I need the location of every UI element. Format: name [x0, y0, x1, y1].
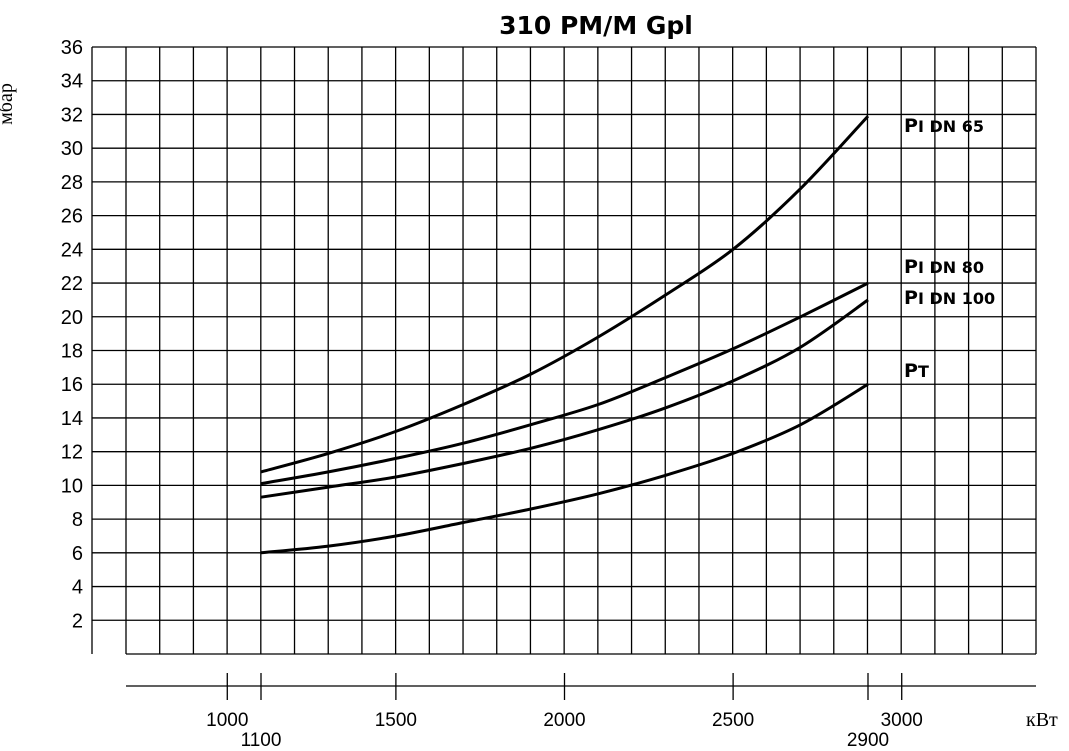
series-label-1: PI DN 80: [904, 256, 984, 278]
y-tick-label: 26: [61, 206, 83, 228]
y-tick-label: 2: [72, 610, 83, 632]
y-tick-label: 4: [72, 577, 83, 599]
x-tick-label: 3000: [881, 710, 923, 731]
y-tick-label: 10: [61, 475, 83, 497]
x-tick-label: 2500: [712, 710, 754, 731]
grid: [125, 46, 1037, 655]
y-tick-label: 36: [61, 37, 83, 59]
x-tick-label: 2000: [543, 710, 585, 731]
x-axis-label: кВт: [1026, 709, 1058, 731]
x-tick-label: 1100: [241, 730, 282, 751]
y-tick-label: 20: [61, 307, 83, 329]
series-line-3: [260, 382, 869, 555]
series-line-0: [260, 115, 870, 474]
y-tick-label: 16: [61, 374, 83, 396]
series-line-2: [260, 298, 869, 499]
y-tick-label: 18: [61, 341, 83, 363]
y-tick-label: 8: [72, 509, 83, 531]
y-tick-label: 30: [61, 138, 83, 160]
y-tick-label: 22: [61, 273, 83, 295]
chart-title: 310 PM/M Gpl: [499, 11, 693, 40]
y-axis-label: мбар: [0, 83, 17, 125]
x-tick-label: 1000: [206, 710, 248, 731]
y-tick-label: 28: [61, 172, 83, 194]
x-tick-label: 2900: [847, 730, 889, 751]
y-tick-label: 6: [72, 543, 83, 565]
x-tick-label: 1500: [375, 710, 417, 731]
series-lines: [260, 115, 870, 555]
y-tick-label: 34: [61, 71, 83, 93]
series-label-2: PI DN 100: [904, 287, 995, 309]
y-tick-label: 24: [61, 239, 83, 261]
series-label-0: PI DN 65: [904, 115, 984, 137]
series-labels: PI DN 65 PI DN 80 PI DN 100 PT: [904, 115, 995, 382]
series-line-1: [260, 281, 869, 486]
y-tick-label: 32: [61, 104, 83, 126]
y-tick-label: 12: [61, 442, 83, 464]
y-tick-label: 14: [61, 408, 83, 430]
series-label-3: PT: [904, 360, 929, 382]
